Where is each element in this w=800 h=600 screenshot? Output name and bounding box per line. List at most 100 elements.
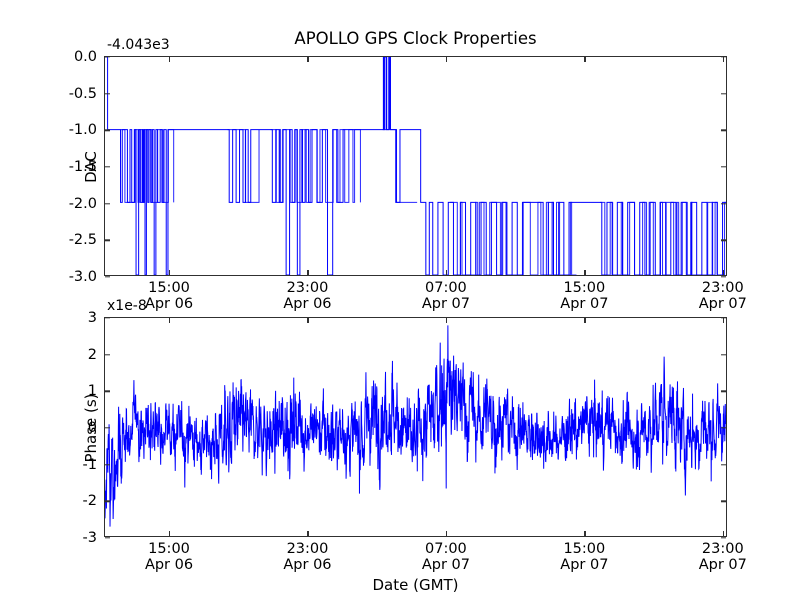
x-tick-date: Apr 07	[698, 557, 747, 574]
y-tick-mark	[721, 463, 726, 466]
y-tick-mark	[105, 276, 110, 278]
y-tick-mark	[105, 537, 110, 539]
x-tick-time: 07:00	[425, 541, 467, 557]
page-title: APOLLO GPS Clock Properties	[294, 29, 537, 48]
y-tick-mark	[721, 390, 726, 393]
y-tick-mark	[721, 92, 726, 95]
y-tick-label: -2.5	[68, 232, 97, 249]
x-tick-label: 23:00 Apr 07	[699, 541, 747, 573]
x-tick-date: Apr 06	[283, 296, 332, 313]
dac-step-detail-path	[121, 130, 726, 275]
y-tick-label: -3.0	[68, 269, 97, 285]
x-tick-label: 15:00 Apr 06	[145, 541, 193, 573]
y-tick-mark	[105, 129, 110, 132]
phase-data-line	[105, 318, 726, 536]
y-tick-label: -2	[82, 493, 97, 510]
x-tick-label: 15:00 Apr 07	[560, 280, 608, 312]
x-tick-label: 15:00 Apr 07	[560, 541, 608, 573]
y-tick-mark	[721, 166, 726, 168]
y-tick-mark	[105, 390, 110, 393]
y-tick-mark	[721, 427, 726, 429]
x-tick-date: Apr 06	[144, 296, 194, 313]
x-tick-time: 15:00	[563, 280, 606, 296]
x-tick-mark	[445, 57, 448, 62]
x-tick-time: 23:00	[701, 541, 744, 557]
y-tick-label: -3	[82, 530, 97, 546]
x-tick-time: 23:00	[286, 280, 329, 296]
y-tick-mark	[721, 202, 726, 205]
dac-offset-text: -4.043e3	[107, 37, 170, 53]
x-tick-mark	[584, 318, 586, 323]
x-tick-time: 07:00	[425, 280, 467, 296]
x-tick-label: 07:00 Apr 07	[422, 541, 470, 573]
x-tick-time: 15:00	[148, 541, 190, 557]
x-tick-mark	[445, 270, 448, 275]
x-tick-mark	[722, 270, 725, 275]
y-tick-label: -0.5	[68, 85, 97, 102]
y-tick-label: -1	[82, 456, 97, 473]
y-tick-mark	[105, 500, 110, 503]
x-tick-mark	[722, 531, 725, 536]
phase-offset-text: x1e-8	[107, 298, 147, 314]
x-tick-label: 23:00 Apr 06	[283, 280, 331, 312]
y-tick-label: 2	[87, 346, 97, 363]
x-tick-mark	[169, 318, 171, 323]
x-tick-mark	[169, 270, 171, 275]
y-tick-mark	[105, 92, 110, 95]
y-tick-label: 0.0	[73, 49, 97, 65]
x-tick-mark	[584, 57, 586, 62]
y-tick-mark	[721, 239, 726, 242]
x-tick-mark	[307, 57, 309, 62]
x-tick-label: 23:00 Apr 07	[699, 280, 747, 312]
y-tick-label: 0	[87, 420, 97, 436]
y-tick-mark	[105, 427, 110, 429]
x-tick-date: Apr 07	[421, 296, 470, 313]
x-tick-time: 15:00	[563, 541, 606, 557]
x-tick-mark	[169, 531, 171, 536]
x-tick-label: 23:00 Apr 06	[283, 541, 331, 573]
y-tick-mark	[721, 276, 726, 278]
x-tick-mark	[584, 270, 586, 275]
x-tick-mark	[445, 318, 448, 323]
x-tick-label: 07:00 Apr 07	[422, 280, 470, 312]
y-tick-label: -2.0	[68, 195, 97, 212]
y-tick-mark	[105, 202, 110, 205]
x-tick-mark	[307, 531, 309, 536]
x-tick-date: Apr 07	[560, 557, 609, 574]
x-tick-mark	[722, 318, 725, 323]
x-tick-mark	[169, 57, 171, 62]
x-tick-time: 23:00	[701, 280, 744, 296]
y-tick-label: 1	[87, 383, 97, 400]
dac-axes: -4.043e3 DAC 0.0 -0.5 -1.0 -1.5 -2.0 -2.5 -3.0…	[69, 37, 747, 312]
y-tick-mark	[105, 463, 110, 466]
x-tick-date: Apr 07	[421, 557, 470, 574]
x-tick-time: 23:00	[286, 541, 329, 557]
x-tick-mark	[307, 318, 309, 323]
y-tick-mark	[105, 166, 110, 168]
x-tick-mark	[722, 57, 725, 62]
y-tick-mark	[721, 500, 726, 503]
y-tick-mark	[721, 129, 726, 132]
x-tick-date: Apr 07	[698, 296, 747, 313]
x-axis-label: Date (GMT)	[372, 576, 459, 594]
y-tick-mark	[721, 537, 726, 539]
y-tick-label: -1.0	[68, 122, 97, 139]
y-tick-label: 3	[87, 310, 97, 326]
x-tick-time: 15:00	[148, 280, 190, 296]
y-tick-mark	[105, 353, 110, 356]
y-tick-mark	[105, 239, 110, 242]
x-tick-mark	[584, 531, 586, 536]
x-tick-date: Apr 06	[283, 557, 332, 574]
x-tick-mark	[307, 270, 309, 275]
y-tick-mark	[105, 56, 110, 58]
x-tick-label: 15:00 Apr 06	[145, 280, 193, 312]
y-tick-label: -1.5	[68, 159, 97, 175]
x-tick-date: Apr 07	[560, 296, 609, 313]
x-tick-mark	[445, 531, 448, 536]
dac-data-line	[105, 57, 726, 275]
dac-step-path	[105, 57, 726, 275]
y-tick-mark	[721, 353, 726, 356]
y-tick-mark	[105, 317, 110, 319]
phase-axes: x1e-8 Phase (s) 3 2 1 0 -1 -2 -3 15:00 Apr 06 23:…	[82, 298, 747, 573]
